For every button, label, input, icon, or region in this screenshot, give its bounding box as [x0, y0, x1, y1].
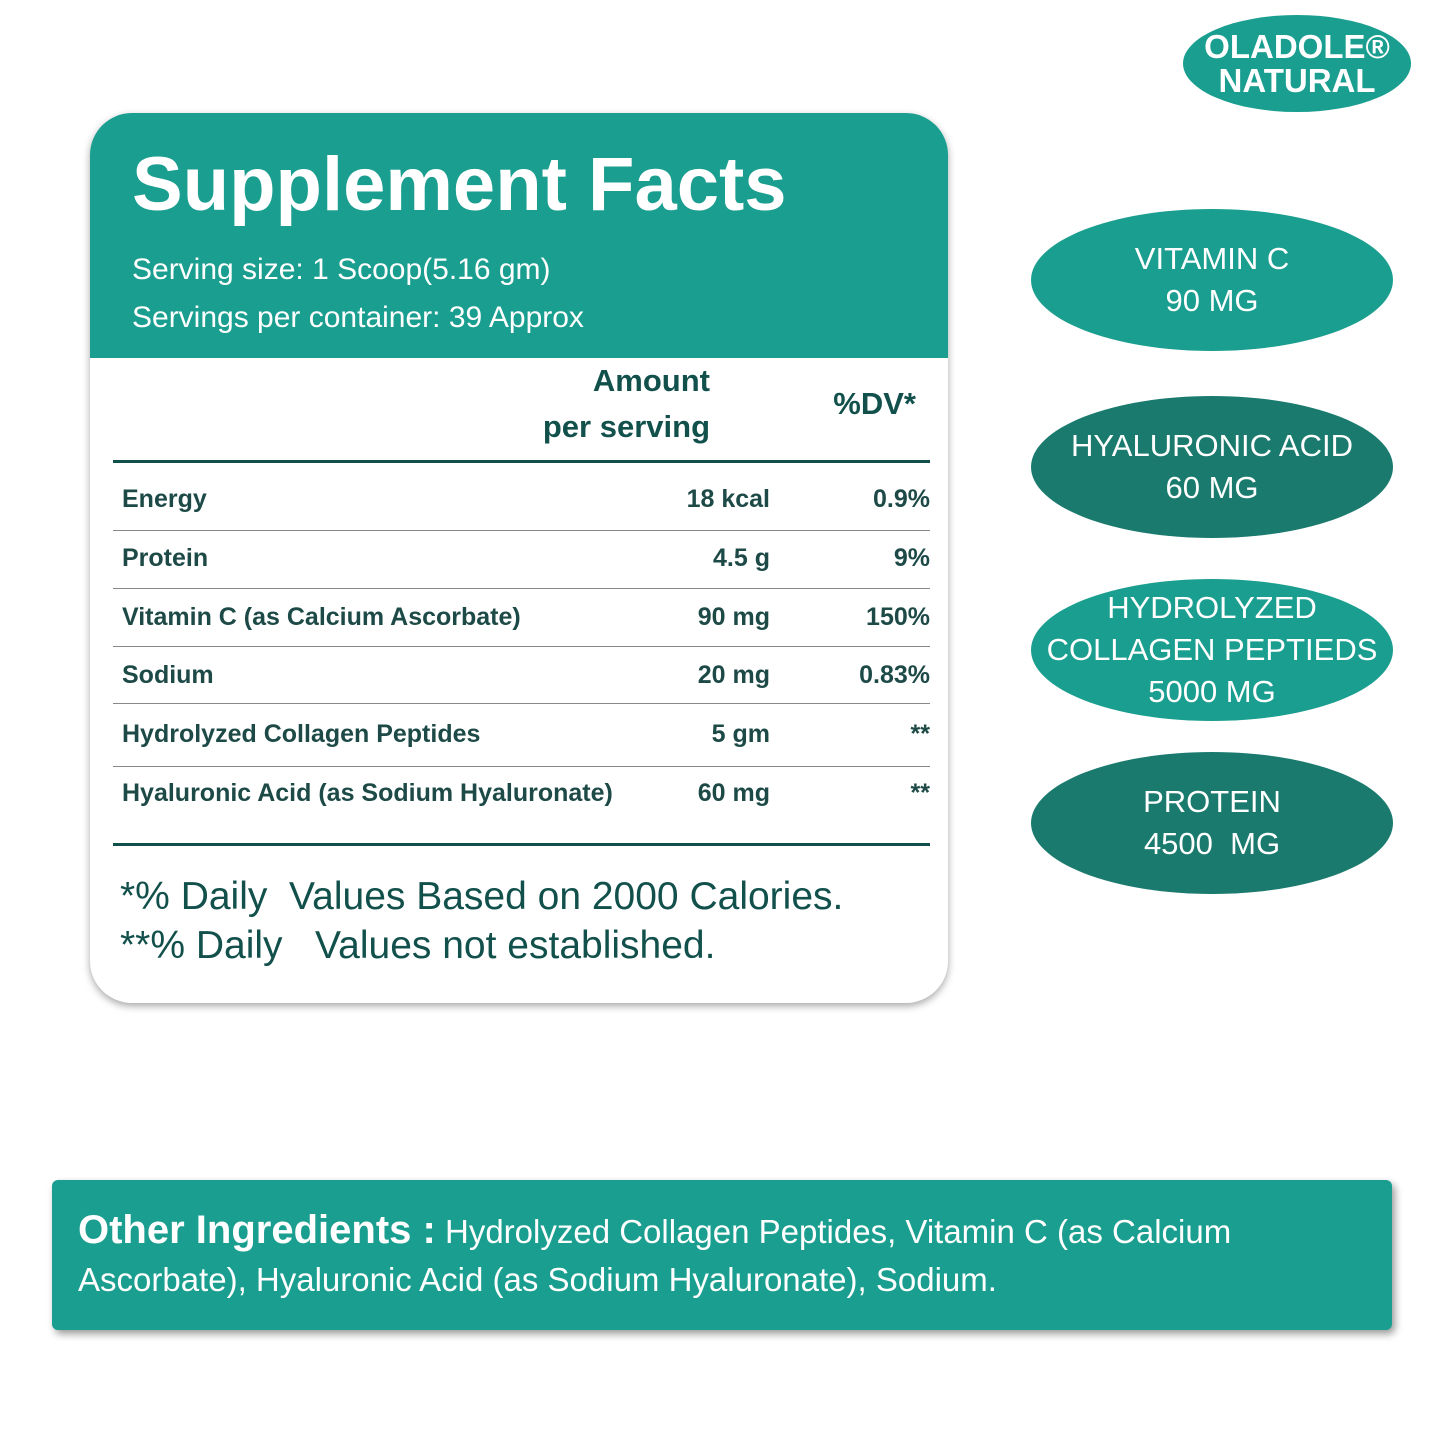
brand-name: OLADOLE®: [1204, 28, 1390, 65]
row-separator: [113, 766, 930, 767]
row-separator: [113, 530, 930, 531]
badge-line: HYALURONIC ACID: [1071, 428, 1353, 463]
nutrient-amount: 60 mg: [697, 779, 770, 807]
nutrient-dv: 9%: [893, 544, 930, 572]
nutrient-amount: 90 mg: [697, 603, 770, 631]
badge-line: VITAMIN C: [1134, 241, 1290, 276]
nutrient-dv: 0.83%: [859, 661, 930, 689]
badge-line: 60 MG: [1165, 470, 1259, 505]
nutrient-dv: 150%: [866, 603, 930, 631]
badge-line: PROTEIN: [1143, 784, 1281, 819]
brand-line: NATURAL: [1218, 62, 1376, 99]
badge: PROTEIN 4500 MG: [1031, 752, 1393, 894]
nutrient-name: Protein: [122, 544, 209, 572]
other-text: Hydrolyzed Collagen Peptides, Vitamin C …: [78, 1213, 1232, 1298]
row-separator: [113, 588, 930, 589]
badge-line: COLLAGEN PEPTIEDS: [1046, 632, 1378, 667]
badge: HYALURONIC ACID 60 MG: [1031, 396, 1393, 538]
nutrient-name: Vitamin C (as Calcium Ascorbate): [122, 603, 521, 631]
badge-line: HYDROLYZED: [1107, 590, 1317, 625]
badge-line: 90 MG: [1165, 283, 1259, 318]
rule: [113, 843, 930, 846]
footnote: **% Daily Values not established.: [120, 924, 716, 967]
amount-header: Amount: [592, 363, 710, 398]
nutrient-amount: 20 mg: [697, 661, 770, 689]
nutrient-name: Energy: [122, 485, 207, 513]
serving-size: Serving size: 1 Scoop(5.16 gm): [132, 253, 551, 286]
rule: [113, 460, 930, 463]
badge: HYDROLYZED COLLAGEN PEPTIEDS 5000 MG: [1031, 579, 1393, 721]
facts-title: Supplement Facts: [132, 142, 787, 227]
facts-panel: Supplement Facts Serving size: 1 Scoop(5…: [90, 113, 948, 1003]
facts-header: Supplement Facts Serving size: 1 Scoop(5…: [90, 113, 948, 358]
row-separator: [113, 646, 930, 647]
nutrient-amount: 5 gm: [711, 720, 770, 748]
row-separator: [113, 703, 930, 704]
nutrient-amount: 18 kcal: [686, 485, 770, 513]
brand-logo: OLADOLE® NATURAL: [1183, 15, 1411, 112]
nutrient-dv: 0.9%: [873, 485, 930, 513]
dv-header: %DV*: [833, 386, 916, 421]
nutrient-dv: **: [910, 720, 930, 748]
nutrient-amount: 4.5 g: [713, 544, 770, 572]
other-ingredients: Other Ingredients : Hydrolyzed Collagen …: [52, 1180, 1392, 1330]
nutrient-name: Hyaluronic Acid (as Sodium Hyaluronate): [122, 779, 613, 807]
nutrient-dv: **: [910, 779, 930, 807]
servings-per-container: Servings per container: 39 Approx: [132, 301, 584, 334]
badge-line: 5000 MG: [1148, 674, 1276, 709]
other-label: Other Ingredients :: [78, 1208, 436, 1252]
nutrient-name: Sodium: [122, 661, 214, 689]
badge-line: 4500 MG: [1143, 826, 1281, 861]
badge: VITAMIN C 90 MG: [1031, 209, 1393, 351]
footnote: *% Daily Values Based on 2000 Calories.: [120, 875, 844, 918]
nutrient-name: Hydrolyzed Collagen Peptides: [122, 720, 481, 748]
amount-header: per serving: [542, 409, 710, 444]
